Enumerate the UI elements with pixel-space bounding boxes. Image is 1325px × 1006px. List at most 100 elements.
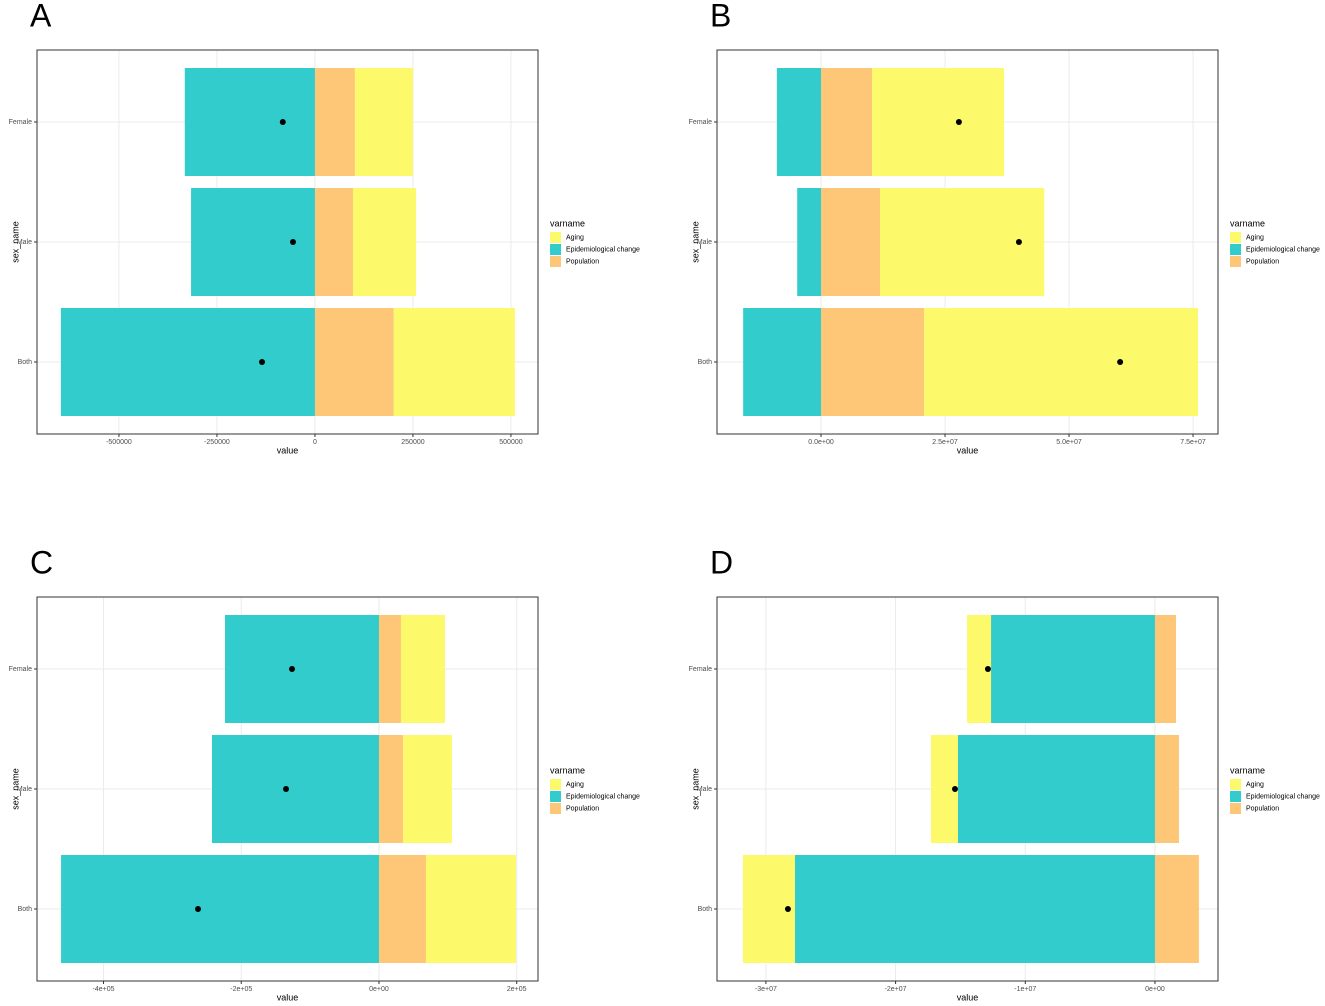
chart-panel: D -3e+07 -2e+07 -1e+07 0e+00 Both Male Female va… bbox=[689, 544, 1320, 1002]
y-tick-label: Male bbox=[697, 239, 712, 246]
y-tick-label: Female bbox=[689, 666, 712, 673]
legend-label: Population bbox=[566, 258, 599, 265]
bar-segment bbox=[924, 308, 1199, 416]
total-point bbox=[951, 786, 958, 792]
bar-segment bbox=[821, 308, 925, 416]
y-tick-label: Male bbox=[17, 786, 32, 793]
legend-key bbox=[550, 232, 561, 243]
bar-segment bbox=[60, 308, 315, 416]
legend-label: Epidemiological change bbox=[566, 246, 640, 253]
plot-border bbox=[716, 596, 1219, 982]
bar-segment bbox=[872, 68, 1005, 176]
total-point bbox=[289, 666, 296, 672]
x-axis-title: value bbox=[277, 445, 299, 455]
legend-label: Epidemiological change bbox=[566, 793, 640, 800]
legend-title: varname bbox=[1230, 218, 1265, 228]
bar-segment bbox=[821, 188, 881, 296]
y-tick-label: Both bbox=[18, 359, 33, 366]
legend-label: Epidemiological change bbox=[1246, 246, 1320, 253]
y-tick-label: Female bbox=[689, 119, 712, 126]
x-tick-label: -2e+07 bbox=[885, 986, 907, 993]
x-tick-label: 0e+00 bbox=[369, 986, 389, 993]
total-point bbox=[279, 119, 286, 125]
total-point bbox=[283, 786, 290, 792]
bar-segment bbox=[794, 855, 1155, 963]
legend-key bbox=[550, 256, 561, 267]
bar-segment bbox=[393, 308, 515, 416]
legend-label: Population bbox=[1246, 805, 1279, 812]
total-point bbox=[259, 359, 266, 365]
bar-segment bbox=[211, 735, 379, 843]
bar-segment bbox=[352, 188, 417, 296]
chart-panel: C -4e+05 -2e+05 0e+00 2e+05 Both Male Female val… bbox=[9, 544, 640, 1002]
total-point bbox=[955, 119, 962, 125]
y-axis-title: sex_name bbox=[10, 221, 20, 263]
panel-label: D bbox=[710, 544, 733, 580]
legend-label: Aging bbox=[1246, 234, 1264, 241]
legend-key bbox=[550, 791, 561, 802]
legend-title: varname bbox=[550, 218, 585, 228]
legend-label: Aging bbox=[1246, 781, 1264, 788]
bar-segment bbox=[184, 68, 315, 176]
bar-segment bbox=[957, 735, 1155, 843]
x-tick-label: 0e+00 bbox=[1145, 986, 1165, 993]
y-tick-label: Both bbox=[698, 906, 713, 913]
x-tick-label: -250000 bbox=[204, 439, 230, 446]
legend-label: Epidemiological change bbox=[1246, 793, 1320, 800]
total-point bbox=[289, 239, 296, 245]
y-axis-title: sex_name bbox=[10, 768, 20, 810]
y-tick-label: Male bbox=[17, 239, 32, 246]
y-axis-title: sex_name bbox=[690, 768, 700, 810]
bar-segment bbox=[314, 188, 353, 296]
y-tick-label: Both bbox=[18, 906, 33, 913]
legend-key bbox=[1230, 779, 1241, 790]
x-tick-label: -3e+07 bbox=[755, 986, 777, 993]
bar-segment bbox=[225, 615, 379, 723]
bar-segment bbox=[314, 68, 355, 176]
legend-key bbox=[1230, 232, 1241, 243]
x-tick-label: 5.0e+07 bbox=[1056, 439, 1082, 446]
x-tick-label: 7.5e+07 bbox=[1180, 439, 1206, 446]
bar-segment bbox=[378, 735, 403, 843]
legend-key bbox=[1230, 256, 1241, 267]
legend-key bbox=[550, 244, 561, 255]
x-tick-label: 500000 bbox=[499, 439, 522, 446]
bar-segment bbox=[191, 188, 315, 296]
total-point bbox=[784, 906, 791, 912]
bar-segment bbox=[1154, 855, 1199, 963]
panel-label: A bbox=[30, 0, 52, 33]
bar-segment bbox=[991, 615, 1155, 723]
legend-key bbox=[1230, 803, 1241, 814]
x-tick-label: -1e+07 bbox=[1014, 986, 1036, 993]
total-point bbox=[1015, 239, 1022, 245]
y-tick-label: Male bbox=[697, 786, 712, 793]
x-tick-label: -2e+05 bbox=[230, 986, 252, 993]
total-point bbox=[984, 666, 991, 672]
legend-label: Aging bbox=[566, 234, 584, 241]
legend-key bbox=[1230, 244, 1241, 255]
bar-segment bbox=[743, 308, 822, 416]
x-tick-label: 0 bbox=[313, 439, 317, 446]
x-tick-label: -500000 bbox=[106, 439, 132, 446]
chart-panel: A -500000 -250000 0 250000 500000 Both Male Fema… bbox=[9, 0, 640, 455]
total-point bbox=[195, 906, 202, 912]
bar-segment bbox=[61, 855, 379, 963]
bar-segment bbox=[378, 615, 401, 723]
x-tick-label: 2e+05 bbox=[507, 986, 527, 993]
bar-segment bbox=[776, 68, 822, 176]
plot-border bbox=[36, 49, 539, 435]
legend-label: Population bbox=[1246, 258, 1279, 265]
legend-label: Aging bbox=[566, 781, 584, 788]
total-point bbox=[1117, 359, 1124, 365]
bar-segment bbox=[821, 68, 873, 176]
bar-segment bbox=[400, 615, 445, 723]
x-axis-title: value bbox=[957, 445, 979, 455]
legend-key bbox=[1230, 791, 1241, 802]
chart-panel: B 0.0e+00 2.5e+07 5.0e+07 7.5e+07 Both Male Fem… bbox=[689, 0, 1320, 455]
x-tick-label: 2.5e+07 bbox=[932, 439, 958, 446]
x-axis-title: value bbox=[277, 992, 299, 1002]
bar-segment bbox=[797, 188, 822, 296]
bar-segment bbox=[314, 308, 394, 416]
